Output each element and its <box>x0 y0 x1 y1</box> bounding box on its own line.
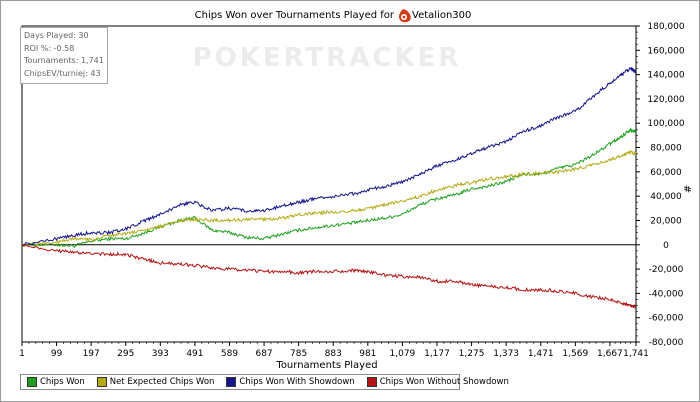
y-tick-label: 160,000 <box>647 46 684 56</box>
y-tick-label: 100,000 <box>647 119 684 129</box>
legend-label-net-expected: Net Expected Chips Won <box>109 377 215 387</box>
legend-item-without-showdown[interactable]: Chips Won Without Showdown <box>366 377 509 387</box>
legend-item-chips-won[interactable]: Chips Won <box>27 377 85 387</box>
stats-tournaments: Tournaments: 1,741 <box>24 56 104 65</box>
x-tick-label: 1,177 <box>424 349 450 359</box>
legend-label-chips-won: Chips Won <box>40 377 85 387</box>
y-tick-label: 140,000 <box>647 71 684 81</box>
x-tick-label: 1 <box>19 349 25 359</box>
series-line-net-expected-chips-won <box>21 150 637 247</box>
legend-item-net-expected[interactable]: Net Expected Chips Won <box>96 377 215 387</box>
x-tick-label: 1,471 <box>528 349 554 359</box>
y-axis: 180,000 160,000 140,000 120,000 100,000 80,00… <box>636 22 685 348</box>
legend-swatch-without-showdown <box>366 377 377 387</box>
right-axis-symbol: # <box>681 185 692 193</box>
legend-item-with-showdown[interactable]: Chips Won With Showdown <box>226 377 355 387</box>
x-tick-label: 99 <box>51 349 63 359</box>
y-tick-label: 180,000 <box>647 22 684 32</box>
stats-roi: ROI %: -0.58 <box>24 43 75 53</box>
x-tick-label: 491 <box>186 349 203 359</box>
legend-label-without-showdown: Chips Won Without Showdown <box>379 377 509 387</box>
x-tick-label: 687 <box>255 349 272 359</box>
watermark: POKERTRACKER <box>193 43 462 73</box>
x-tick-label: 981 <box>359 349 376 359</box>
y-tick-label: 40,000 <box>650 192 682 202</box>
y-tick-label: 20,000 <box>650 216 682 226</box>
x-tick-label: 883 <box>325 349 342 359</box>
x-axis-title: Tournaments Played <box>275 360 377 371</box>
chart-title: Chips Won over Tournaments Played for Ve… <box>195 9 471 23</box>
x-tick-label: 1,373 <box>493 349 519 359</box>
x-tick-label: 589 <box>221 349 238 359</box>
y-tick-label: 80,000 <box>650 144 682 154</box>
series-line-chips-won-without-showdown <box>21 243 637 310</box>
legend-swatch-with-showdown <box>226 377 237 387</box>
stats-chips-ev: ChipsEV/turniej: 43 <box>24 68 101 78</box>
y-tick-label: -60,000 <box>649 314 684 324</box>
chart-title-text: Chips Won over Tournaments Played for <box>195 10 395 21</box>
x-tick-label: 1,079 <box>390 349 416 359</box>
x-tick-label: 393 <box>152 349 169 359</box>
player-logo-icon <box>399 9 411 23</box>
x-tick-label: 785 <box>290 349 307 359</box>
series-line-chips-won-with-showdown <box>21 66 637 247</box>
plot-area <box>21 25 637 343</box>
y-tick-label: 120,000 <box>647 95 684 105</box>
y-tick-label: 60,000 <box>650 168 682 178</box>
legend-swatch-net-expected <box>96 377 107 387</box>
legend-swatch-chips-won <box>27 377 37 387</box>
x-tick-label: 1,667 <box>597 349 623 359</box>
x-tick-label: 295 <box>117 349 134 359</box>
x-tick-label: 1,741 <box>623 349 649 359</box>
legend: Chips Won Net Expected Chips Won Chips W… <box>20 374 509 390</box>
x-tick-label: 1,275 <box>459 349 485 359</box>
stats-days-played: Days Played: 30 <box>24 31 89 40</box>
x-axis: 1 99 197 295 393 491 589 687 785 883 981 1,079 1,177… <box>19 342 649 359</box>
y-tick-label: 0 <box>663 241 669 251</box>
series-line-chips-won <box>21 127 637 249</box>
x-tick-label: 1,569 <box>562 349 588 359</box>
y-tick-label: -40,000 <box>649 289 684 299</box>
plot-border <box>21 25 637 343</box>
y-tick-label: -80,000 <box>649 338 684 348</box>
y-tick-label: -20,000 <box>649 265 684 275</box>
x-tick-label: 197 <box>83 349 100 359</box>
legend-label-with-showdown: Chips Won With Showdown <box>239 377 355 387</box>
stats-box: Days Played: 30 ROI %: -0.58 Tournaments… <box>20 27 108 84</box>
player-name: Vetalion300 <box>412 10 471 21</box>
